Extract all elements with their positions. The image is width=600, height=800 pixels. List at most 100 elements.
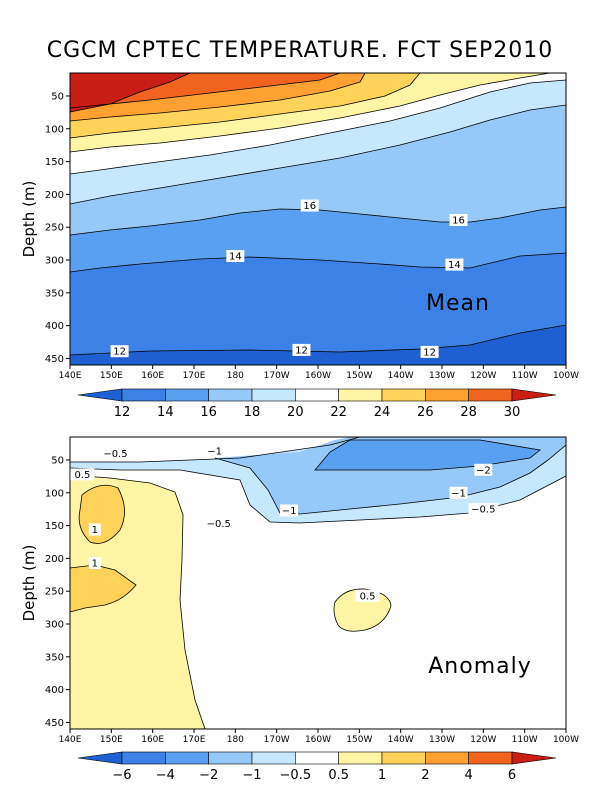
contour-label: 0.5 — [74, 470, 90, 481]
mean-isotherm-12 — [70, 324, 566, 356]
colorbar-segment — [165, 751, 209, 765]
contour-label-box — [88, 523, 101, 536]
contour-label: 14 — [448, 260, 461, 271]
colorbar-level-label: 2 — [421, 768, 429, 783]
mean-isotherm-20 — [70, 79, 566, 175]
colorbar-segment — [425, 388, 469, 402]
x-tick-label: 150W — [346, 371, 372, 381]
anomaly-contour-labels: 0.5 −0.5 −1 −2 −1 −1 −0.5 −0.5 1 1 0.5 — [70, 444, 499, 602]
x-tick-label: 160W — [305, 735, 331, 745]
contour-label-box — [110, 345, 129, 358]
colorbar-level-label: 1 — [378, 768, 386, 783]
x-tick-label: 110W — [512, 735, 538, 745]
colorbar-segment — [338, 751, 383, 765]
contour-label-box — [226, 250, 245, 263]
x-tick-label: 140W — [388, 371, 414, 381]
contour-label-box — [468, 503, 499, 516]
y-tick-label: 150 — [45, 521, 64, 532]
y-tick-label: 450 — [45, 354, 64, 365]
mean-panel-label: Mean — [426, 291, 490, 316]
y-tick-label: 100 — [45, 488, 64, 499]
mean-fill-below-12 — [70, 325, 566, 365]
contour-label: 16 — [452, 215, 465, 226]
contour-label-box — [203, 517, 234, 530]
colorbar-level-label: 0.5 — [328, 768, 349, 783]
mean-isotherm-18 — [70, 104, 566, 205]
colorbar-level-label: 22 — [330, 405, 347, 420]
colorbar-level-label: 18 — [244, 405, 261, 420]
contour-label-box — [300, 199, 319, 212]
colorbar-level-label: 6 — [508, 768, 516, 783]
anomaly-contour-minus-0.5-top — [70, 437, 361, 463]
contour-label: −1 — [451, 488, 466, 499]
colorbar-level-label: −0.5 — [280, 768, 312, 783]
colorbar-level-label: 14 — [157, 405, 174, 420]
x-tick-label: 140E — [59, 371, 82, 381]
contour-label: −1 — [207, 446, 222, 457]
colorbar-segment — [251, 751, 296, 765]
y-tick-label: 300 — [45, 620, 64, 631]
contour-label-box — [420, 345, 439, 358]
x-tick-label: 140E — [59, 735, 82, 745]
mean-isotherm-14 — [70, 252, 566, 273]
mean-fill-above-30 — [70, 73, 190, 112]
mean-panel: 16 16 14 14 12 12 12 Mean 50 100 150 200 250 300 350… — [20, 72, 579, 381]
colorbar-segment — [468, 751, 513, 765]
contour-label: −0.5 — [471, 505, 495, 516]
colorbar-lower-triangle — [77, 388, 123, 402]
y-tick-label: 150 — [45, 157, 64, 168]
x-tick-label: 160E — [141, 735, 164, 745]
contour-label: −2 — [476, 465, 491, 476]
x-tick-label: 170W — [264, 735, 290, 745]
colorbar-level-label: −2 — [199, 768, 218, 783]
y-tick-label: 400 — [45, 321, 64, 332]
contour-label: 12 — [423, 347, 436, 358]
x-tick-label: 110W — [512, 371, 538, 381]
colorbar-level-label: 4 — [465, 768, 473, 783]
colorbar-segment — [295, 388, 339, 402]
contour-label: −1 — [282, 506, 297, 517]
y-tick-label: 50 — [51, 455, 64, 466]
contour-label-box — [100, 447, 131, 460]
anomaly-contour-1-lower — [70, 564, 137, 613]
contour-label: 16 — [303, 201, 316, 212]
contour-label-box — [449, 486, 468, 499]
mean-contour-fills — [70, 73, 566, 365]
contour-label-box — [205, 444, 224, 457]
colorbar-level-label: 24 — [374, 405, 391, 420]
x-tick-label: 180 — [227, 371, 244, 381]
y-tick-label: 350 — [45, 288, 64, 299]
y-tick-label: 200 — [45, 554, 64, 565]
anomaly-panel-label: Anomaly — [428, 654, 532, 679]
colorbar-level-label: −6 — [112, 768, 131, 783]
contour-label-box — [445, 258, 464, 271]
anomaly-fill-1-2-lower — [70, 565, 136, 612]
colorbar-upper-triangle — [511, 751, 557, 765]
y-tick-label: 200 — [45, 190, 64, 201]
mean-y-axis: 50 100 150 200 250 300 350 400 450 — [45, 91, 70, 365]
colorbar-level-label: 12 — [114, 405, 131, 420]
contour-label: 12 — [113, 347, 126, 358]
x-tick-label: 160W — [305, 371, 331, 381]
anomaly-contour-minus-1 — [214, 444, 566, 515]
mean-contour-labels: 16 16 14 14 12 12 12 — [110, 199, 468, 358]
mean-isotherm-24 — [70, 73, 421, 139]
contour-label: 1 — [92, 558, 98, 569]
colorbar-level-label: −4 — [156, 768, 175, 783]
x-tick-label: 100W — [553, 371, 579, 381]
x-tick-label: 160E — [141, 371, 164, 381]
mean-contour-lines — [70, 73, 566, 356]
x-tick-label: 170E — [183, 371, 206, 381]
anomaly-contour-0.5-west — [70, 474, 206, 729]
anomaly-contour-minus-2 — [314, 439, 541, 471]
colorbar-level-label: 20 — [287, 405, 304, 420]
y-tick-label: 300 — [45, 256, 64, 267]
x-tick-label: 120W — [470, 735, 496, 745]
y-tick-label: 50 — [51, 91, 64, 102]
y-tick-label: 250 — [45, 587, 64, 598]
y-tick-label: 350 — [45, 652, 64, 663]
anomaly-x-axis: 140E 150E 160E 170E 180 170W 160W 150W 140W 130W 1… — [59, 729, 579, 745]
anomaly-contour-1-upper — [78, 484, 125, 544]
colorbar-level-label: 16 — [200, 405, 217, 420]
